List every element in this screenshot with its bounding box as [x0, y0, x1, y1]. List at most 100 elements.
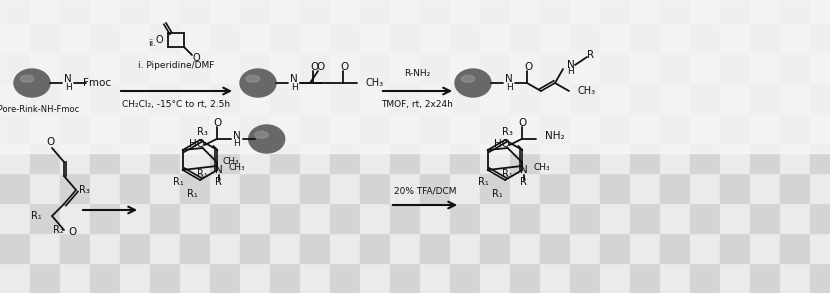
- Bar: [210, 53, 240, 83]
- Text: R₂: R₂: [52, 225, 63, 235]
- Bar: [330, 53, 360, 83]
- Bar: [90, 113, 120, 143]
- Bar: [540, 203, 570, 233]
- Text: H: H: [505, 84, 512, 93]
- Bar: [0, 53, 30, 83]
- Bar: [90, 203, 120, 233]
- Bar: [510, 23, 540, 53]
- Bar: [0, 203, 30, 233]
- Bar: [510, 263, 540, 293]
- Bar: [750, 173, 780, 203]
- Bar: [600, 233, 630, 263]
- Bar: [690, 263, 720, 293]
- Text: R₁: R₁: [478, 177, 489, 187]
- Bar: [120, 143, 150, 173]
- Text: N: N: [64, 74, 72, 84]
- Bar: [180, 203, 210, 233]
- Text: R₁: R₁: [197, 169, 208, 179]
- Bar: [450, 53, 480, 83]
- Bar: [150, 143, 180, 173]
- Bar: [570, 203, 600, 233]
- Bar: [0, 173, 30, 203]
- Bar: [240, 233, 270, 263]
- Bar: [60, 173, 90, 203]
- Bar: [780, 113, 810, 143]
- Text: Fmoc: Fmoc: [83, 78, 111, 88]
- Text: R₃: R₃: [197, 127, 208, 137]
- Bar: [390, 53, 420, 83]
- Bar: [720, 113, 750, 143]
- Bar: [90, 143, 120, 173]
- Bar: [90, 263, 120, 293]
- Bar: [210, 0, 240, 23]
- Bar: [210, 23, 240, 53]
- Bar: [240, 113, 270, 143]
- Text: ii.: ii.: [148, 38, 156, 47]
- Bar: [420, 83, 450, 113]
- Bar: [690, 113, 720, 143]
- Bar: [90, 0, 120, 23]
- Bar: [0, 113, 30, 143]
- Bar: [120, 263, 150, 293]
- Bar: [240, 203, 270, 233]
- Bar: [180, 263, 210, 293]
- Bar: [210, 233, 240, 263]
- Bar: [660, 233, 690, 263]
- Bar: [90, 83, 120, 113]
- Bar: [270, 23, 300, 53]
- Bar: [570, 263, 600, 293]
- Bar: [600, 23, 630, 53]
- Bar: [150, 263, 180, 293]
- Bar: [630, 113, 660, 143]
- Bar: [810, 0, 830, 23]
- Bar: [390, 173, 420, 203]
- Bar: [570, 143, 600, 173]
- Text: ArgoPore-Rink-NH-Fmoc: ArgoPore-Rink-NH-Fmoc: [0, 105, 81, 115]
- Bar: [360, 203, 390, 233]
- Bar: [600, 83, 630, 113]
- Bar: [240, 0, 270, 23]
- Bar: [90, 23, 120, 53]
- Ellipse shape: [461, 75, 475, 82]
- Bar: [60, 23, 90, 53]
- Bar: [450, 173, 480, 203]
- Bar: [390, 83, 420, 113]
- Bar: [690, 83, 720, 113]
- Ellipse shape: [20, 75, 34, 82]
- Text: R: R: [215, 177, 222, 187]
- Bar: [330, 113, 360, 143]
- Text: O: O: [519, 118, 527, 128]
- Bar: [300, 0, 330, 23]
- Bar: [270, 83, 300, 113]
- Bar: [360, 53, 390, 83]
- Text: 20% TFA/DCM: 20% TFA/DCM: [393, 187, 456, 195]
- Bar: [690, 0, 720, 23]
- Text: N: N: [520, 165, 528, 175]
- Bar: [30, 113, 60, 143]
- Text: R₁: R₁: [32, 211, 42, 221]
- Bar: [270, 0, 300, 23]
- Bar: [720, 233, 750, 263]
- Bar: [60, 143, 90, 173]
- Bar: [540, 143, 570, 173]
- Text: N: N: [505, 74, 513, 84]
- Bar: [660, 83, 690, 113]
- Text: O: O: [193, 53, 200, 63]
- Bar: [180, 233, 210, 263]
- Bar: [780, 233, 810, 263]
- Bar: [0, 0, 830, 153]
- Bar: [420, 53, 450, 83]
- Text: R: R: [588, 50, 594, 60]
- Bar: [690, 173, 720, 203]
- Bar: [30, 203, 60, 233]
- Bar: [90, 53, 120, 83]
- Text: H: H: [65, 84, 71, 93]
- Bar: [450, 233, 480, 263]
- Bar: [660, 113, 690, 143]
- Bar: [330, 173, 360, 203]
- Bar: [510, 0, 540, 23]
- Text: R₁: R₁: [501, 169, 512, 179]
- Bar: [630, 23, 660, 53]
- Bar: [780, 173, 810, 203]
- Text: CH₃: CH₃: [365, 78, 383, 88]
